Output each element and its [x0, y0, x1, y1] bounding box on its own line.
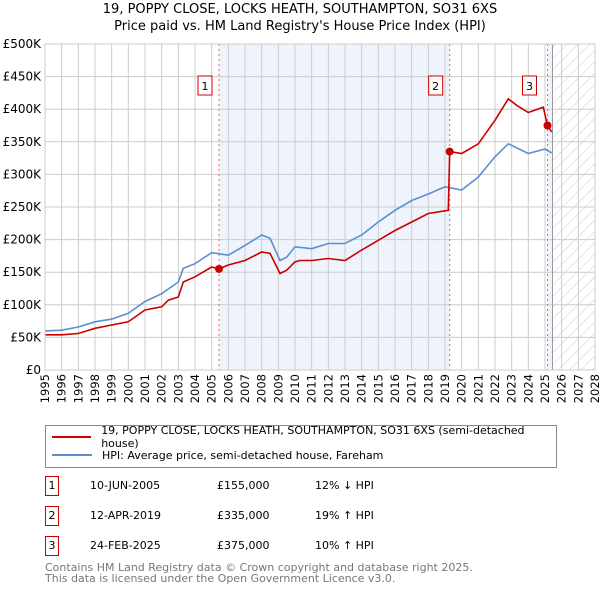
sale-badge-label: 2: [432, 80, 439, 93]
x-tick-label: 2017: [405, 374, 419, 403]
x-tick-label: 2025: [538, 374, 552, 403]
x-tick-label: 2026: [555, 374, 569, 403]
sale-badge-label: 3: [526, 80, 533, 93]
y-tick-label: £500K: [3, 37, 43, 51]
x-tick-label: 2010: [288, 374, 302, 403]
x-tick-label: 2000: [121, 374, 135, 403]
sale-badge: 1: [45, 476, 59, 496]
sale-date: 12-APR-2019: [90, 509, 162, 522]
x-tick-label: 2014: [355, 374, 369, 403]
x-tick-label: 1999: [105, 374, 119, 403]
x-tick-label: 1998: [88, 374, 102, 403]
chart-title: 19, POPPY CLOSE, LOCKS HEATH, SOUTHAMPTO…: [102, 2, 498, 17]
chart-subtitle: Price paid vs. HM Land Registry's House …: [114, 19, 486, 34]
x-tick-label: 2016: [388, 374, 402, 403]
sale-point: [445, 147, 454, 156]
footer: Contains HM Land Registry data © Crown c…: [45, 562, 473, 584]
y-tick-label: £100K: [3, 298, 43, 312]
x-tick-label: 1997: [71, 374, 85, 403]
plot-frame: [44, 43, 596, 371]
x-tick-label: 2022: [488, 374, 502, 403]
price-chart: 1995 1996 1997 1998 1999 2000 2001 2002 2003 2004…: [3, 37, 600, 403]
sale-badge: 3: [45, 536, 59, 556]
y-tick-label: £150K: [3, 265, 43, 279]
x-tick-label: 2015: [371, 374, 385, 403]
sale-date: 24-FEB-2025: [90, 539, 161, 552]
x-tick-label: 1996: [55, 374, 69, 403]
x-tick-label: 2027: [571, 374, 585, 403]
sale-badge-box: [197, 75, 213, 96]
sale-row: 3 24-FEB-2025 £375,000 10% ↑ HPI: [45, 536, 545, 556]
x-tick-label: 2021: [471, 374, 485, 403]
sale-point: [215, 264, 223, 273]
legend-item-hpi: HPI: Average price, semi-detached house,…: [46, 447, 383, 463]
y-tick-label: £0: [26, 363, 41, 377]
hpi-line: [44, 142, 553, 332]
x-tick-label: 2024: [521, 374, 535, 403]
sale-price: £335,000: [217, 509, 270, 522]
x-tick-label: 2011: [305, 374, 319, 403]
x-tick-label: 2002: [155, 374, 169, 403]
y-tick-label: £300K: [3, 167, 43, 181]
legend-label: 19, POPPY CLOSE, LOCKS HEATH, SOUTHAMPTO…: [101, 424, 525, 450]
sale-date: 10-JUN-2005: [90, 479, 161, 492]
y-tick-label: £50K: [10, 330, 42, 344]
x-tick-label: 2003: [171, 374, 185, 403]
x-tick-label: 2005: [205, 374, 219, 403]
sale-badge-box: [522, 75, 537, 96]
sale-badge-box: [428, 75, 444, 96]
x-tick-label: 2013: [338, 374, 352, 403]
sale-point: [543, 121, 552, 130]
sale-badge: 2: [45, 506, 59, 526]
legend-line-blue: [52, 454, 92, 456]
y-tick-label: £200K: [3, 233, 43, 247]
x-tick-label: 2018: [421, 374, 435, 403]
y-tick-label: £250K: [3, 200, 43, 214]
y-tick-label: £350K: [3, 135, 43, 149]
x-tick-label: 2028: [588, 374, 600, 403]
x-tick-label: 2007: [238, 374, 252, 403]
sale-price: £375,000: [217, 539, 270, 552]
x-tick-label: 2004: [188, 374, 202, 403]
sale-row: 1 10-JUN-2005 £155,000 12% ↓ HPI: [45, 476, 545, 496]
sale-row: 2 12-APR-2019 £335,000 19% ↑ HPI: [45, 506, 545, 526]
legend-item-property: 19, POPPY CLOSE, LOCKS HEATH, SOUTHAMPTO…: [46, 424, 556, 450]
x-tick-label: 2009: [271, 374, 285, 403]
sale-hpi-diff: 10% ↑ HPI: [315, 539, 374, 552]
y-tick-label: £400K: [3, 102, 43, 116]
x-tick-label: 2008: [255, 374, 269, 403]
legend-label: HPI: Average price, semi-detached house,…: [102, 448, 384, 462]
property-price-line: [45, 97, 553, 336]
x-tick-label: 1995: [38, 374, 52, 403]
sale-hpi-diff: 19% ↑ HPI: [315, 509, 374, 522]
sale-price: £155,000: [217, 479, 270, 492]
x-tick-label: 2023: [505, 374, 519, 403]
sale-badge-label: 1: [202, 80, 209, 93]
footer-line: This data is licensed under the Open Gov…: [45, 572, 396, 585]
x-tick-label: 2019: [438, 374, 452, 403]
y-tick-label: £450K: [3, 70, 43, 84]
x-tick-label: 2012: [321, 374, 335, 403]
x-tick-label: 2001: [138, 374, 152, 403]
sale-hpi-diff: 12% ↓ HPI: [315, 479, 374, 492]
x-tick-label: 2020: [455, 374, 469, 403]
x-tick-label: 2006: [221, 374, 235, 403]
legend: 19, POPPY CLOSE, LOCKS HEATH, SOUTHAMPTO…: [45, 424, 557, 468]
legend-line-red: [52, 436, 92, 438]
footer-line: Contains HM Land Registry data © Crown c…: [45, 561, 473, 574]
